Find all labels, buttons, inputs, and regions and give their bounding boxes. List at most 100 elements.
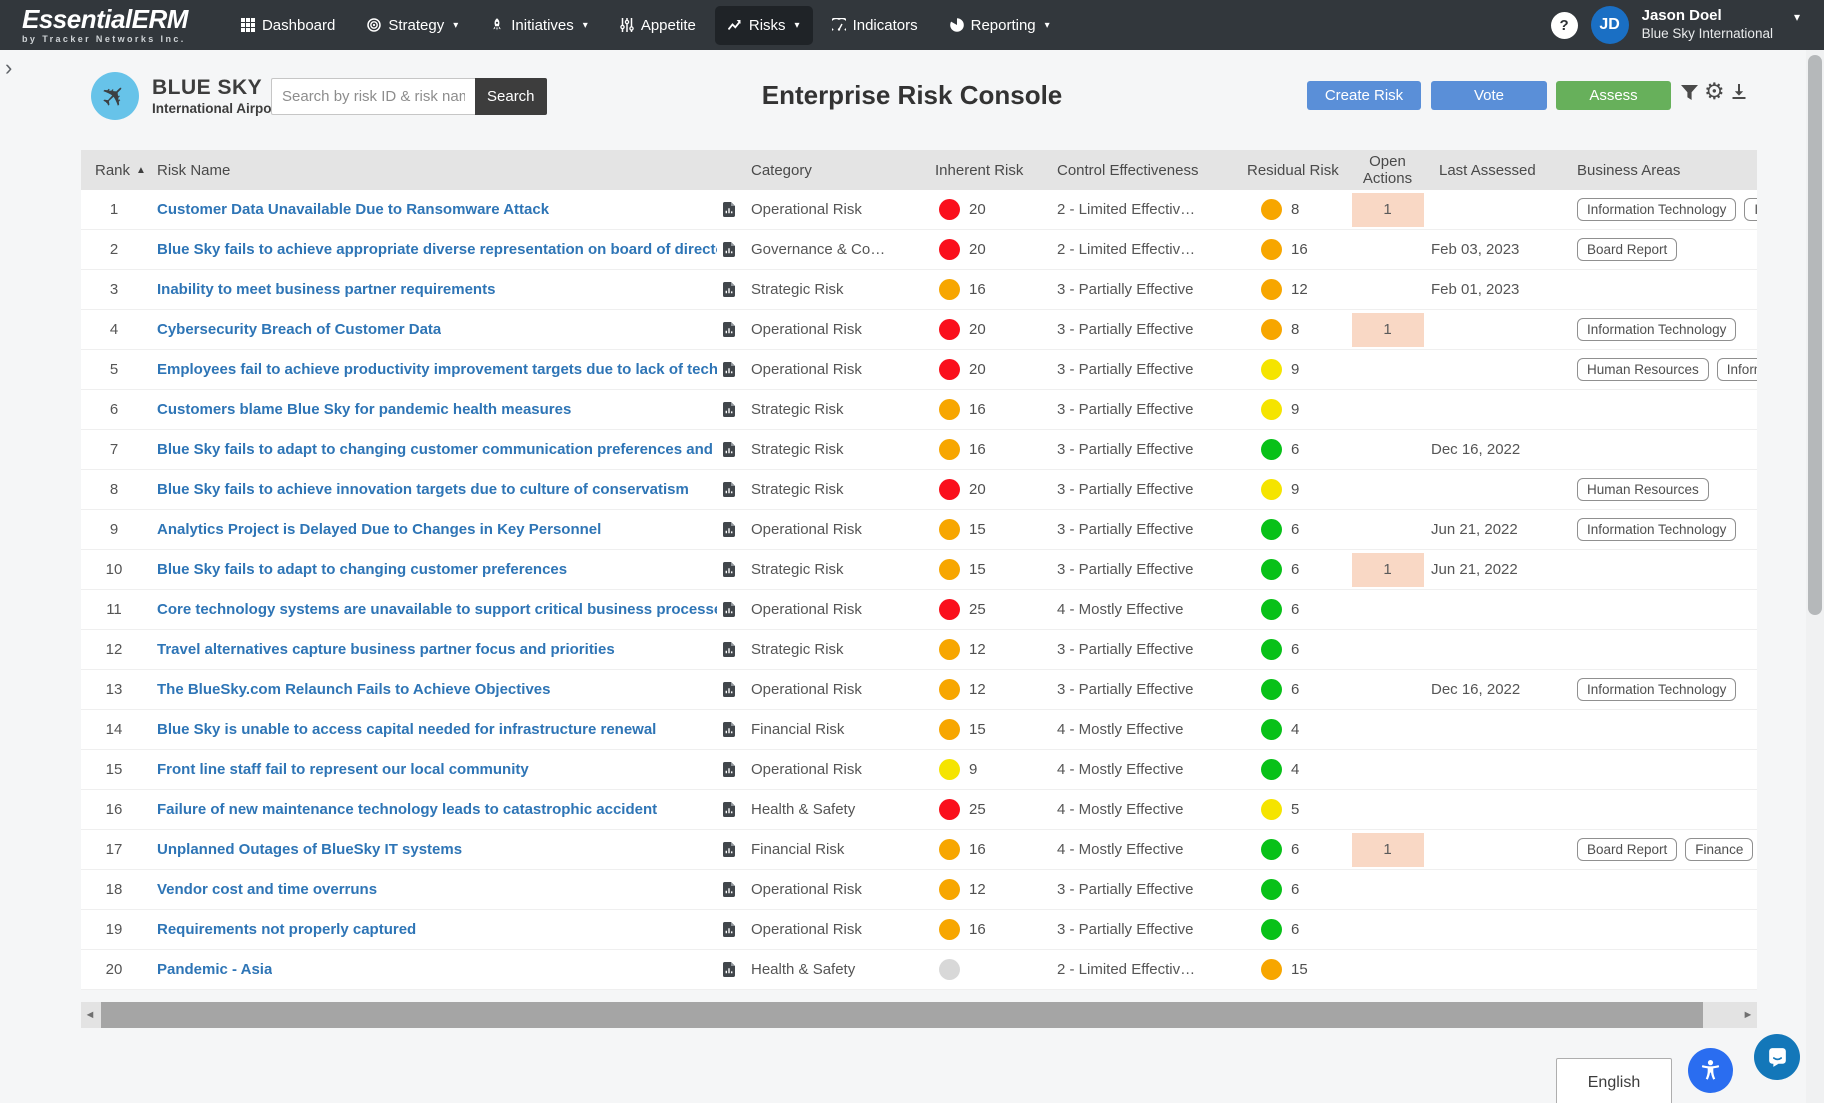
nav-item-initiatives[interactable]: Initiatives ▾ — [477, 6, 601, 45]
risk-name-link[interactable]: Travel alternatives capture business par… — [157, 641, 615, 658]
nav-item-indicators[interactable]: Indicators — [819, 6, 931, 45]
column-header-business-areas[interactable]: Business Areas — [1577, 161, 1681, 179]
risk-name-link[interactable]: Blue Sky fails to adapt to changing cust… — [157, 441, 717, 458]
column-header-inherent-risk[interactable]: Inherent Risk — [935, 161, 1024, 179]
document-chart-icon[interactable] — [723, 882, 735, 897]
nav-item-strategy[interactable]: Strategy ▾ — [354, 6, 471, 45]
business-areas-cell: Board Report Finance — [1567, 838, 1757, 861]
document-chart-icon[interactable] — [723, 642, 735, 657]
risk-name-link[interactable]: Inability to meet business partner requi… — [157, 281, 496, 298]
risk-name-link[interactable]: Core technology systems are unavailable … — [157, 601, 717, 618]
risk-name-link[interactable]: Analytics Project is Delayed Due to Chan… — [157, 521, 602, 538]
document-chart-icon[interactable] — [723, 242, 735, 257]
expand-panel-icon[interactable]: › — [5, 55, 13, 80]
risk-name-link[interactable]: Blue Sky fails to adapt to changing cust… — [157, 561, 568, 578]
risk-name-link[interactable]: Customers blame Blue Sky for pandemic he… — [157, 401, 572, 418]
residual-risk-value: 9 — [1291, 481, 1300, 498]
table-row: 5 Employees fail to achieve productivity… — [81, 350, 1757, 390]
risk-rank: 19 — [105, 921, 123, 938]
horizontal-scrollbar-thumb[interactable] — [101, 1002, 1703, 1028]
residual-risk-cell: 9 — [1231, 359, 1346, 380]
risk-name-link[interactable]: Unplanned Outages of BlueSky IT systems — [157, 841, 463, 858]
document-chart-icon[interactable] — [723, 962, 735, 977]
gear-icon[interactable]: ⚙ — [1704, 78, 1725, 104]
risk-rank: 7 — [109, 441, 119, 458]
risk-name-link[interactable]: Pandemic - Asia — [157, 961, 273, 978]
risk-name-link[interactable]: Cybersecurity Breach of Customer Data — [157, 321, 442, 338]
document-chart-icon[interactable] — [723, 922, 735, 937]
nav-item-dashboard[interactable]: Dashboard — [228, 6, 348, 45]
residual-risk-value: 6 — [1291, 601, 1300, 618]
nav-item-reporting[interactable]: Reporting ▾ — [937, 6, 1063, 45]
residual-risk-dot — [1261, 719, 1282, 740]
document-chart-icon[interactable] — [723, 682, 735, 697]
document-chart-icon[interactable] — [723, 762, 735, 777]
search-input[interactable] — [271, 78, 475, 115]
create-risk-button[interactable]: Create Risk — [1307, 81, 1421, 110]
column-header-residual-risk[interactable]: Residual Risk — [1247, 161, 1339, 179]
document-chart-icon[interactable] — [723, 282, 735, 297]
scroll-left-icon[interactable]: ◄ — [84, 1009, 96, 1021]
column-header-rank[interactable]: Rank ▲ — [95, 161, 146, 179]
column-header-last-assessed[interactable]: Last Assessed — [1439, 161, 1536, 179]
business-area-tag: Information Technology — [1577, 318, 1737, 341]
column-header-open-actions[interactable]: Open Actions — [1362, 153, 1413, 187]
risk-name-link[interactable]: Requirements not properly captured — [157, 921, 417, 938]
risk-name-link[interactable]: Vendor cost and time overruns — [157, 881, 378, 898]
inherent-risk-cell: 20 — [921, 319, 1041, 340]
control-effectiveness: 3 - Partially Effective — [1057, 561, 1194, 578]
risk-name-link[interactable]: Front line staff fail to represent our l… — [157, 761, 529, 778]
nav-item-appetite[interactable]: Appetite — [607, 6, 709, 45]
avatar[interactable]: JD — [1590, 6, 1629, 44]
document-chart-icon[interactable] — [723, 202, 735, 217]
horizontal-scrollbar-track[interactable] — [99, 1002, 1739, 1028]
inherent-risk-cell: 9 — [921, 759, 1041, 780]
document-chart-icon[interactable] — [723, 442, 735, 457]
inherent-risk-value: 15 — [969, 521, 986, 538]
download-icon[interactable] — [1731, 84, 1747, 105]
document-chart-icon[interactable] — [723, 802, 735, 817]
risk-name-link[interactable]: Customer Data Unavailable Due to Ransomw… — [157, 201, 550, 218]
pie-icon — [949, 18, 964, 32]
residual-risk-cell: 4 — [1231, 719, 1346, 740]
document-chart-icon[interactable] — [723, 722, 735, 737]
inherent-risk-value: 15 — [969, 721, 986, 738]
user-menu[interactable]: Jason Doel Blue Sky International — [1642, 7, 1773, 43]
risk-name-link[interactable]: Failure of new maintenance technology le… — [157, 801, 658, 818]
document-chart-icon[interactable] — [723, 482, 735, 497]
document-chart-icon[interactable] — [723, 842, 735, 857]
document-chart-icon[interactable] — [723, 522, 735, 537]
risk-name-link[interactable]: Blue Sky fails to achieve appropriate di… — [157, 241, 717, 258]
inherent-risk-dot — [939, 359, 960, 380]
risk-name-link[interactable]: Blue Sky fails to achieve innovation tar… — [157, 481, 689, 498]
inherent-risk-dot — [939, 839, 960, 860]
risk-name-link[interactable]: Employees fail to achieve productivity i… — [157, 361, 717, 378]
document-chart-icon[interactable] — [723, 322, 735, 337]
document-chart-icon[interactable] — [723, 362, 735, 377]
column-header-risk-name[interactable]: Risk Name — [157, 161, 231, 179]
vertical-scrollbar-thumb[interactable] — [1808, 55, 1822, 615]
filter-icon[interactable] — [1681, 85, 1698, 105]
search-button[interactable]: Search — [475, 78, 547, 115]
document-chart-icon[interactable] — [723, 402, 735, 417]
risk-name-link[interactable]: The BlueSky.com Relaunch Fails to Achiev… — [157, 681, 551, 698]
chat-icon[interactable] — [1754, 1034, 1800, 1080]
document-chart-icon[interactable] — [723, 562, 735, 577]
scroll-right-icon[interactable]: ► — [1742, 1009, 1754, 1021]
column-header-category[interactable]: Category — [751, 161, 812, 179]
nav-item-risks[interactable]: Risks ▾ — [714, 5, 813, 45]
table-row: 16 Failure of new maintenance technology… — [81, 790, 1757, 830]
column-header-control-effectiveness[interactable]: Control Effectiveness — [1057, 161, 1199, 179]
vote-button[interactable]: Vote — [1431, 81, 1547, 110]
language-button[interactable]: English — [1556, 1058, 1672, 1103]
help-icon[interactable]: ? — [1550, 11, 1578, 39]
risk-rank: 11 — [106, 601, 122, 618]
table-row: 1 Customer Data Unavailable Due to Ranso… — [81, 190, 1757, 230]
business-area-tag: Information Technology — [1577, 198, 1737, 221]
residual-risk-cell: 6 — [1231, 599, 1346, 620]
accessibility-icon[interactable] — [1688, 1048, 1733, 1093]
risk-name-link[interactable]: Blue Sky is unable to access capital nee… — [157, 721, 657, 738]
document-chart-icon[interactable] — [723, 602, 735, 617]
grid-icon — [240, 18, 255, 32]
assess-button[interactable]: Assess — [1556, 81, 1671, 110]
